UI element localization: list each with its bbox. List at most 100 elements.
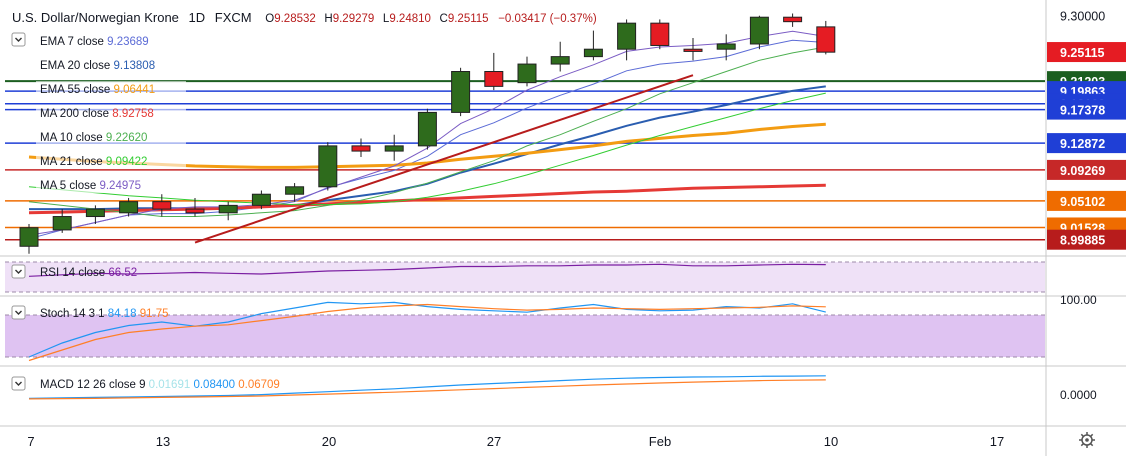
rsi-legend[interactable]: RSI 14 close 66.52 (11, 264, 137, 279)
candle-body[interactable] (451, 71, 471, 113)
low-value: 9.24810 (389, 13, 431, 25)
price-badge-label: 9.05102 (1060, 195, 1105, 209)
price-badge[interactable] (1047, 133, 1126, 154)
svg-text:EMA 55 close 9.06441: EMA 55 close 9.06441 (40, 84, 155, 96)
symbol-name: U.S. Dollar/Norwegian Krone (12, 10, 179, 25)
high-value: 9.29279 (333, 13, 375, 25)
close-label: C (440, 13, 448, 25)
stoch-k-line (28, 301, 826, 358)
legend-ma21-value: 9.09422 (106, 156, 148, 168)
macd-value: 0.08400 (193, 379, 235, 391)
price-axis-tick: 9.30000 (1060, 10, 1105, 24)
candle-body[interactable] (583, 48, 603, 58)
candle-body[interactable] (417, 111, 437, 147)
macd-signal-line (28, 379, 826, 400)
trendline[interactable] (194, 74, 694, 244)
svg-text:RSI 14 close 66.52: RSI 14 close 66.52 (40, 267, 137, 279)
macd-collapse-box[interactable] (11, 376, 26, 391)
open-value: 9.28532 (274, 13, 316, 25)
candle-body[interactable] (683, 48, 703, 52)
macd-line (28, 375, 826, 399)
legend-ma21[interactable]: MA 21 close 9.09422 (36, 153, 186, 169)
price-badge[interactable] (1047, 159, 1126, 180)
candle-body[interactable] (52, 216, 72, 231)
legend-collapse-toggle[interactable] (11, 32, 26, 47)
candle-body[interactable] (318, 145, 338, 188)
collapse-box[interactable] (11, 32, 26, 47)
interval-label: 1D (189, 10, 206, 25)
stoch-legend[interactable]: Stoch 14 3 1 84.18 91.75 (11, 305, 169, 320)
legend-ma10[interactable]: MA 10 close 9.22620 (36, 129, 186, 145)
legend-ma5[interactable]: MA 5 close 9.24975 (36, 177, 176, 193)
time-axis-label: 7 (27, 434, 34, 449)
legend-ma200-label: MA 200 close (40, 108, 109, 120)
macd-signal-value: 0.06709 (238, 379, 280, 391)
settings-gear-icon[interactable] (1079, 432, 1095, 448)
candle-body[interactable] (285, 186, 305, 195)
chevron-down-icon[interactable] (15, 37, 22, 42)
candle-body[interactable] (650, 22, 670, 46)
candle-body[interactable] (716, 43, 736, 50)
candle-body[interactable] (484, 71, 504, 87)
price-badge-label: 8.99885 (1060, 234, 1105, 248)
legend-ma21-label: MA 21 close (40, 156, 103, 168)
candle-body[interactable] (749, 16, 769, 45)
price-badge[interactable] (1047, 42, 1126, 63)
candle-body[interactable] (85, 208, 105, 218)
price-badge-label: 9.25115 (1060, 46, 1105, 60)
legend-ema7[interactable]: EMA 7 close 9.23689 (36, 32, 169, 48)
legend-ema55[interactable]: EMA 55 close 9.06441 (36, 81, 186, 97)
price-badge[interactable] (1047, 190, 1126, 211)
candle-body[interactable] (351, 145, 371, 152)
close-value: 9.25115 (448, 13, 489, 25)
legend-ma10-value: 9.22620 (106, 132, 148, 144)
candle-body[interactable] (550, 56, 570, 65)
candle-body[interactable] (617, 22, 637, 50)
legend-ma5-value: 9.24975 (99, 180, 141, 192)
chevron-down-icon[interactable] (15, 310, 22, 315)
macd-legend[interactable]: MACD 12 26 close 9 0.01691 0.08400 0.067… (11, 376, 280, 391)
legend-ma200-value: 8.92758 (112, 108, 154, 120)
chart-header: U.S. Dollar/Norwegian Krone 1D FXCM O9.2… (12, 10, 597, 25)
stoch-label: Stoch 14 3 1 (40, 308, 105, 320)
svg-text:MA 5 close 9.24975: MA 5 close 9.24975 (40, 180, 141, 192)
candle-body[interactable] (152, 201, 172, 210)
candle-body[interactable] (19, 227, 39, 247)
chevron-down-icon[interactable] (15, 269, 22, 274)
legend-bg (36, 81, 186, 97)
svg-text:EMA 7 close 9.23689: EMA 7 close 9.23689 (40, 36, 149, 48)
candle-body[interactable] (251, 193, 271, 206)
candle-body[interactable] (783, 16, 803, 23)
legend-ma200[interactable]: MA 200 close 8.92758 (36, 105, 186, 121)
candle-body[interactable] (517, 63, 537, 84)
legend-ma5-label: MA 5 close (40, 180, 96, 192)
price-badge[interactable] (1047, 99, 1126, 120)
rsi-band (5, 262, 1045, 292)
time-axis-label: 27 (487, 434, 501, 449)
svg-text:Stoch 14 3 1 84.18 91.75: Stoch 14 3 1 84.18 91.75 (40, 308, 169, 320)
legend-ema20[interactable]: EMA 20 close 9.13808 (36, 57, 186, 73)
candle-body[interactable] (185, 208, 205, 214)
svg-text:MA 200 close 8.92758: MA 200 close 8.92758 (40, 108, 154, 120)
legend-bg (36, 57, 186, 73)
legend-ema7-value: 9.23689 (107, 36, 149, 48)
candle-body[interactable] (816, 26, 836, 53)
stoch-collapse-box[interactable] (11, 305, 26, 320)
stoch-axis-tick: 100.00 (1060, 293, 1097, 307)
legend-bg (36, 32, 169, 48)
candle-body[interactable] (119, 201, 139, 214)
price-badge[interactable] (1047, 229, 1126, 250)
change-value: −0.03417 (−0.37%) (498, 13, 597, 25)
open-label: O (265, 13, 274, 25)
legend-ema7-label: EMA 7 close (40, 36, 104, 48)
stoch-band (5, 315, 1045, 357)
stoch-d-line (28, 303, 826, 362)
candle-body[interactable] (384, 145, 404, 152)
macd-label: MACD 12 26 close 9 (40, 379, 145, 391)
indicator-legend: EMA 7 close 9.23689 EMA 20 close 9.13808… (11, 32, 186, 193)
chevron-down-icon[interactable] (15, 381, 22, 386)
candle-body[interactable] (218, 204, 238, 214)
rsi-collapse-box[interactable] (11, 264, 26, 279)
